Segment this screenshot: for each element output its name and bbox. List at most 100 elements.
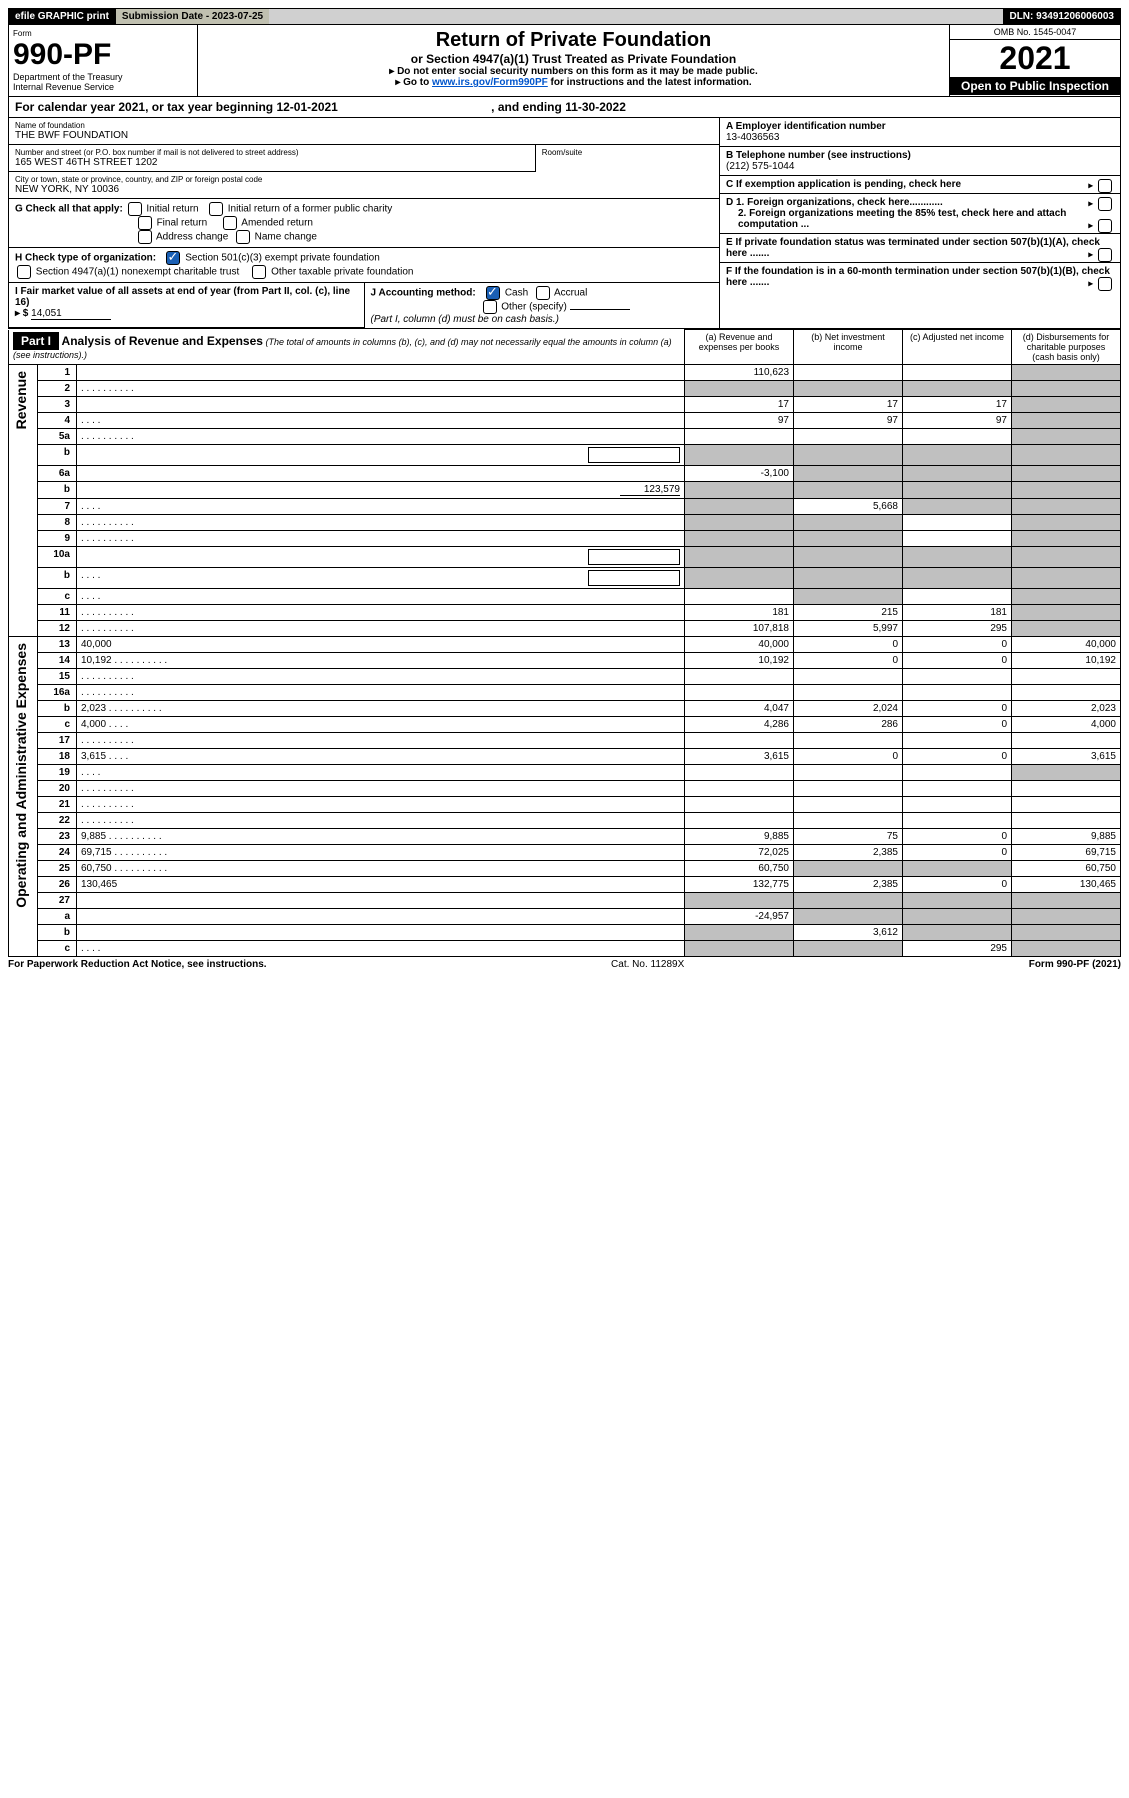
amount-a: 132,775 [685, 877, 794, 893]
amount-b [794, 568, 903, 589]
amount-c [903, 909, 1012, 925]
amount-c [903, 893, 1012, 909]
amount-c: 0 [903, 653, 1012, 669]
amount-a [685, 733, 794, 749]
checkbox-accrual[interactable] [536, 286, 550, 300]
line-number: c [38, 717, 77, 733]
checkbox-final[interactable] [138, 216, 152, 230]
checkbox-other-acct[interactable] [483, 300, 497, 314]
amount-d [1012, 781, 1121, 797]
checkbox-c[interactable] [1098, 179, 1112, 193]
note-link: ▸ Go to www.irs.gov/Form990PF for instru… [202, 77, 945, 88]
checkbox-address[interactable] [138, 230, 152, 244]
amount-c [903, 861, 1012, 877]
amount-d [1012, 445, 1121, 466]
amount-c [903, 466, 1012, 482]
tax-year: 2021 [950, 40, 1120, 77]
line-number: 9 [38, 531, 77, 547]
line-number: b [38, 925, 77, 941]
calendar-year: For calendar year 2021, or tax year begi… [8, 97, 1121, 118]
checkbox-amended[interactable] [223, 216, 237, 230]
amount-a: 72,025 [685, 845, 794, 861]
amount-d [1012, 925, 1121, 941]
amount-d [1012, 797, 1121, 813]
part1-table: Part I Analysis of Revenue and Expenses … [8, 329, 1121, 957]
amount-c: 295 [903, 941, 1012, 957]
amount-c [903, 925, 1012, 941]
amount-b [794, 429, 903, 445]
e-label: E If private foundation status was termi… [726, 237, 1100, 259]
amount-b [794, 861, 903, 877]
amount-a [685, 685, 794, 701]
line-desc [77, 499, 685, 515]
col-a: (a) Revenue and expenses per books [685, 330, 794, 365]
line-number: 12 [38, 621, 77, 637]
amount-b [794, 365, 903, 381]
line-number: 3 [38, 397, 77, 413]
line-number: 15 [38, 669, 77, 685]
line-number: 4 [38, 413, 77, 429]
line-number: 24 [38, 845, 77, 861]
line-desc [77, 685, 685, 701]
foundation-name: THE BWF FOUNDATION [15, 130, 713, 141]
checkbox-other-tax[interactable] [252, 265, 266, 279]
checkbox-cash[interactable] [486, 286, 500, 300]
line-number: 16a [38, 685, 77, 701]
line-number: 1 [38, 365, 77, 381]
amount-d [1012, 621, 1121, 637]
checkbox-initial[interactable] [128, 202, 142, 216]
phone-label: B Telephone number (see instructions) [726, 150, 911, 161]
line-number: 6a [38, 466, 77, 482]
amount-b [794, 765, 903, 781]
checkbox-e[interactable] [1098, 248, 1112, 262]
checkbox-initial-former[interactable] [209, 202, 223, 216]
footer-center: Cat. No. 11289X [611, 959, 684, 970]
amount-d [1012, 499, 1121, 515]
table-row: c295 [9, 941, 1121, 957]
checkbox-d2[interactable] [1098, 219, 1112, 233]
table-row: b [9, 445, 1121, 466]
checkbox-501c3[interactable] [166, 251, 180, 265]
form-subtitle: or Section 4947(a)(1) Trust Treated as P… [202, 52, 945, 66]
line-desc: 9,885 [77, 829, 685, 845]
checkbox-name[interactable] [236, 230, 250, 244]
checkbox-d1[interactable] [1098, 197, 1112, 211]
table-row: a-24,957 [9, 909, 1121, 925]
amount-b [794, 482, 903, 499]
amount-c [903, 813, 1012, 829]
amount-c [903, 515, 1012, 531]
amount-a [685, 797, 794, 813]
amount-c [903, 499, 1012, 515]
line-desc [77, 669, 685, 685]
footer-left: For Paperwork Reduction Act Notice, see … [8, 959, 267, 970]
line-desc [77, 797, 685, 813]
line-number: b [38, 568, 77, 589]
amount-a: 9,885 [685, 829, 794, 845]
amount-a [685, 568, 794, 589]
checkbox-f[interactable] [1098, 277, 1112, 291]
dln: DLN: 93491206006003 [1003, 9, 1120, 24]
dept: Department of the Treasury [13, 72, 193, 82]
amount-b [794, 941, 903, 957]
top-bar: efile GRAPHIC print Submission Date - 20… [8, 8, 1121, 25]
line-desc [77, 605, 685, 621]
line-number: 22 [38, 813, 77, 829]
amount-b [794, 466, 903, 482]
amount-c [903, 365, 1012, 381]
open-public: Open to Public Inspection [950, 77, 1120, 95]
table-row: b 123,579 [9, 482, 1121, 499]
amount-b [794, 381, 903, 397]
checkbox-4947[interactable] [17, 265, 31, 279]
line-number: b [38, 482, 77, 499]
form-link[interactable]: www.irs.gov/Form990PF [432, 77, 548, 88]
amount-d: 3,615 [1012, 749, 1121, 765]
amount-d [1012, 589, 1121, 605]
table-row: 75,668 [9, 499, 1121, 515]
table-row: 2469,71572,0252,385069,715 [9, 845, 1121, 861]
table-row: 10a [9, 547, 1121, 568]
omb: OMB No. 1545-0047 [950, 25, 1120, 40]
amount-b: 0 [794, 749, 903, 765]
line-number: 13 [38, 637, 77, 653]
amount-c [903, 531, 1012, 547]
table-row: 16a [9, 685, 1121, 701]
